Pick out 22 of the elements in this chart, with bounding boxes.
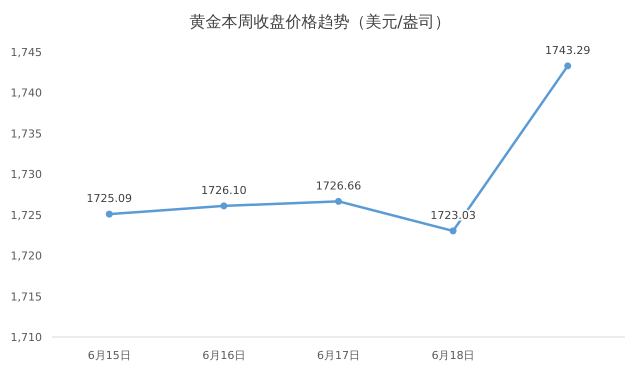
text: 1726.66 bbox=[316, 179, 362, 192]
point bbox=[564, 62, 572, 70]
y-tick-label: 1,745 bbox=[10, 46, 42, 59]
x-tick-label: 6月18日 bbox=[432, 349, 475, 362]
y-tick-label: 1,715 bbox=[10, 290, 42, 304]
y-tick-label: 1,710 bbox=[10, 331, 42, 344]
y-tick-label: 1,735 bbox=[10, 127, 42, 140]
text: 1725.09 bbox=[86, 192, 132, 206]
point bbox=[220, 202, 228, 210]
x-tick-label: 6月16日 bbox=[202, 349, 246, 362]
text: 1743.29 bbox=[544, 44, 590, 57]
y-tick-label: 1,740 bbox=[10, 86, 42, 100]
point bbox=[450, 227, 457, 234]
text: 1726.10 bbox=[201, 184, 247, 197]
point bbox=[335, 198, 342, 205]
x-tick-label: 6月15日 bbox=[88, 349, 131, 362]
point bbox=[106, 210, 113, 218]
y-tick-label: 1,720 bbox=[10, 250, 42, 263]
y-tick-label: 1,725 bbox=[10, 208, 42, 222]
chart-title: 黄金本周收盘价格趋势（美元/盎司） bbox=[189, 12, 451, 31]
y-tick-label: 1,730 bbox=[10, 168, 42, 182]
x-tick-label: 6月17日 bbox=[317, 349, 360, 362]
